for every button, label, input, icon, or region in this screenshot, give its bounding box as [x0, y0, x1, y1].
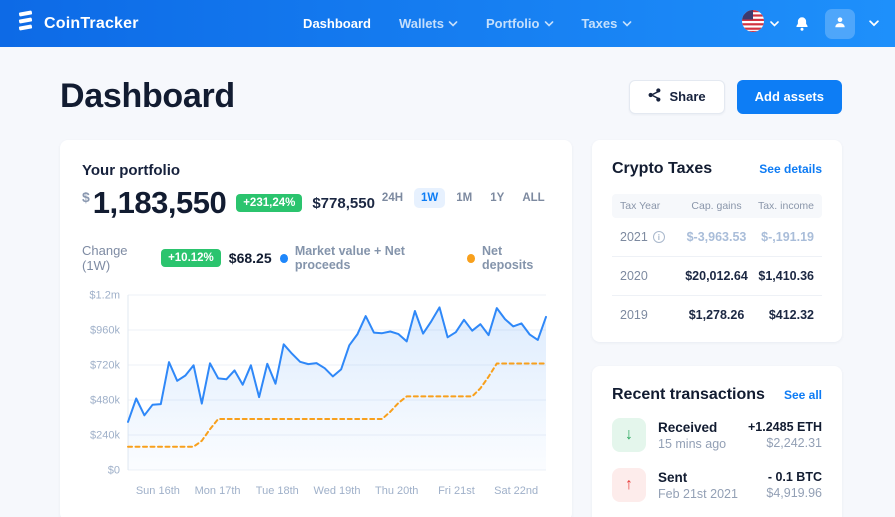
info-icon[interactable]: i: [652, 231, 665, 243]
range-tab-1m[interactable]: 1M: [456, 192, 473, 204]
legend-net-deposits: Net deposits: [466, 244, 550, 272]
chevron-down-icon: [622, 20, 632, 27]
svg-text:Wed 19th: Wed 19th: [314, 485, 361, 497]
share-icon: [648, 88, 661, 105]
svg-text:Tue 18th: Tue 18th: [256, 485, 299, 497]
transactions-title: Recent transactions: [612, 386, 765, 403]
tax-row-2019: 2019 $1,278.26 $412.32: [620, 308, 814, 322]
svg-text:Sun 16th: Sun 16th: [136, 485, 180, 497]
account-chevron-down-icon[interactable]: [869, 20, 879, 27]
crypto-taxes-card: Crypto Taxes See details Tax Year Cap. g…: [592, 140, 842, 342]
chevron-down-icon: [544, 20, 554, 27]
nav-item-dashboard[interactable]: Dashboard: [303, 16, 371, 31]
portfolio-change-badge: +231,24%: [236, 194, 303, 212]
svg-text:Fri 21st: Fri 21st: [438, 485, 475, 497]
brand-name: CoinTracker: [44, 14, 139, 32]
cointracker-logo-icon: [16, 10, 36, 37]
user-avatar-button[interactable]: [825, 8, 855, 39]
currency-symbol: $: [82, 189, 90, 205]
transaction-row-sent[interactable]: ↑ Sent Feb 21st 2021 - 0.1 BTC $4,919.96: [612, 468, 822, 502]
transaction-row-received[interactable]: ↓ Received 15 mins ago +1.2485 ETH $2,24…: [612, 418, 822, 452]
change-label: Change (1W): [82, 243, 128, 273]
change-pct-badge: +10.12%: [161, 249, 221, 267]
portfolio-chart[interactable]: $1.2m $960k $720k $480k $240k $0 Sun 16th Mon 1…: [82, 287, 550, 507]
chevron-down-icon: [449, 20, 458, 27]
range-tab-1y[interactable]: 1Y: [490, 192, 505, 204]
nav-item-taxes[interactable]: Taxes: [581, 16, 632, 31]
change-amount: $68.25: [228, 250, 272, 266]
range-tab-24h[interactable]: 24H: [381, 192, 404, 204]
blue-dot-icon: [279, 253, 288, 263]
chevron-down-icon: [770, 20, 779, 27]
tax-row-2020: 2020 $20,012.64 $1,410.36: [612, 257, 822, 296]
us-flag-icon: [742, 10, 764, 37]
recent-transactions-card: Recent transactions See all ↓ Received 1…: [592, 366, 842, 517]
nav-item-wallets[interactable]: Wallets: [399, 16, 458, 31]
svg-text:Thu 20th: Thu 20th: [375, 485, 418, 497]
crypto-taxes-title: Crypto Taxes: [612, 160, 713, 177]
svg-text:$240k: $240k: [90, 430, 120, 442]
tax-table: Tax Year Cap. gains Tax. income 2021 i $…: [612, 194, 822, 334]
user-icon: [833, 15, 847, 32]
svg-text:$960k: $960k: [90, 325, 120, 337]
svg-text:$720k: $720k: [90, 360, 120, 372]
orange-dot-icon: [466, 253, 475, 263]
legend-market-value: Market value + Net proceeds: [279, 244, 449, 272]
svg-text:Mon 17th: Mon 17th: [195, 485, 241, 497]
portfolio-card: Your portfolio $ 1,183,550 +231,24% $778…: [60, 140, 572, 517]
chart-legend: Market value + Net proceeds Net deposits: [279, 244, 550, 272]
portfolio-value: 1,183,550: [92, 185, 227, 220]
sent-arrow-up-icon: ↑: [612, 468, 646, 502]
add-assets-button[interactable]: Add assets: [736, 79, 842, 114]
svg-text:$0: $0: [108, 465, 120, 477]
brand-logo[interactable]: CoinTracker: [16, 10, 139, 37]
portfolio-title: Your portfolio: [82, 162, 181, 179]
language-selector[interactable]: [742, 10, 779, 37]
svg-text:$1.2m: $1.2m: [89, 290, 120, 302]
received-arrow-down-icon: ↓: [612, 418, 646, 452]
svg-text:$480k: $480k: [90, 395, 120, 407]
page-title: Dashboard: [60, 77, 235, 115]
top-navbar: CoinTracker Dashboard Wallets Portfolio …: [0, 0, 895, 47]
share-button[interactable]: Share: [629, 79, 725, 114]
portfolio-secondary-value: $778,550: [312, 194, 375, 212]
tax-row-2021: 2021 i $-3,963.53 $-,191.19: [612, 218, 822, 257]
svg-text:Sat 22nd: Sat 22nd: [494, 485, 538, 497]
main-nav: Dashboard Wallets Portfolio Taxes: [303, 16, 632, 31]
nav-item-portfolio[interactable]: Portfolio: [486, 16, 554, 31]
time-range-tabs: 24H 1W 1M 1Y ALL: [375, 188, 552, 208]
range-tab-all[interactable]: ALL: [522, 192, 545, 204]
range-tab-1w[interactable]: 1W: [414, 188, 446, 208]
notifications-bell-icon[interactable]: [793, 15, 811, 33]
tax-table-header: Tax Year Cap. gains Tax. income: [612, 194, 822, 218]
see-all-link[interactable]: See all: [783, 388, 822, 402]
see-details-link[interactable]: See details: [759, 162, 822, 176]
